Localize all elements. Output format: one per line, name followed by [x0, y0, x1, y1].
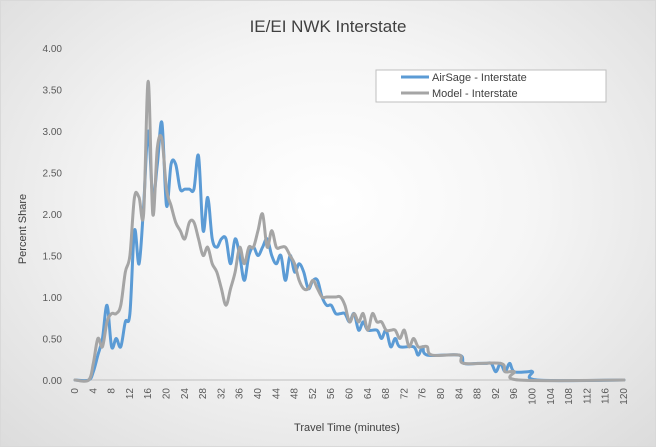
x-tick-label: 112	[582, 388, 593, 404]
x-tick-label: 100	[528, 388, 539, 405]
y-axis-title: Percent Share	[17, 194, 29, 264]
chart-title: IE/EI NWK Interstate	[250, 17, 407, 36]
y-tick-label: 2.50	[43, 169, 63, 180]
y-tick-label: 4.00	[43, 44, 63, 55]
x-tick-label: 56	[326, 388, 337, 400]
x-tick-label: 108	[564, 388, 575, 405]
x-tick-label: 116	[601, 388, 612, 404]
y-tick-label: 1.50	[43, 252, 63, 263]
y-tick-label: 0.00	[43, 376, 63, 387]
x-tick-label: 76	[418, 388, 429, 400]
y-tick-label: 2.00	[43, 210, 63, 221]
x-tick-label: 92	[491, 388, 502, 400]
x-tick-label: 68	[381, 388, 392, 400]
x-axis-title: Travel Time (minutes)	[294, 422, 400, 434]
x-tick-label: 52	[308, 388, 319, 400]
x-tick-label: 72	[399, 388, 410, 400]
x-tick-label: 80	[436, 388, 447, 400]
y-tick-label: 1.00	[43, 293, 63, 304]
x-tick-label: 0	[70, 388, 81, 394]
x-tick-label: 96	[509, 388, 520, 400]
x-tick-label: 60	[345, 388, 356, 400]
x-tick-label: 44	[271, 388, 282, 400]
legend-label-airsage: AirSage - Interstate	[432, 72, 527, 84]
x-tick-label: 88	[473, 388, 484, 400]
x-tick-label: 64	[363, 388, 374, 400]
x-tick-label: 24	[180, 388, 191, 400]
y-tick-label: 3.50	[43, 86, 63, 97]
x-axis-ticks: 0 4 8 12 16 20 24 28 32 36 40 44 48 52 56 60 64 68 72 76 80 8…	[70, 388, 630, 405]
x-tick-label: 84	[454, 388, 465, 400]
legend: AirSage - Interstate Model - Interstate	[375, 69, 607, 103]
x-tick-label: 36	[235, 388, 246, 400]
x-tick-label: 16	[143, 388, 154, 400]
x-tick-label: 104	[546, 388, 557, 405]
x-tick-label: 12	[125, 388, 136, 400]
legend-label-model: Model - Interstate	[432, 88, 518, 100]
x-tick-label: 32	[216, 388, 227, 400]
y-axis-ticks: 0.00 0.50 1.00 1.50 2.00 2.50 3.00 3.50 4.00	[43, 44, 63, 387]
x-tick-label: 8	[107, 388, 118, 394]
x-tick-label: 40	[253, 388, 264, 400]
x-tick-label: 120	[619, 388, 630, 405]
x-tick-label: 20	[162, 388, 173, 400]
series-lines	[73, 79, 626, 383]
series-line-model	[73, 79, 626, 383]
x-tick-label: 28	[198, 388, 209, 400]
legend-box	[375, 69, 607, 103]
x-tick-label: 48	[290, 388, 301, 400]
y-tick-label: 0.50	[43, 335, 63, 346]
y-tick-label: 3.00	[43, 127, 63, 138]
x-tick-label: 4	[88, 388, 99, 394]
